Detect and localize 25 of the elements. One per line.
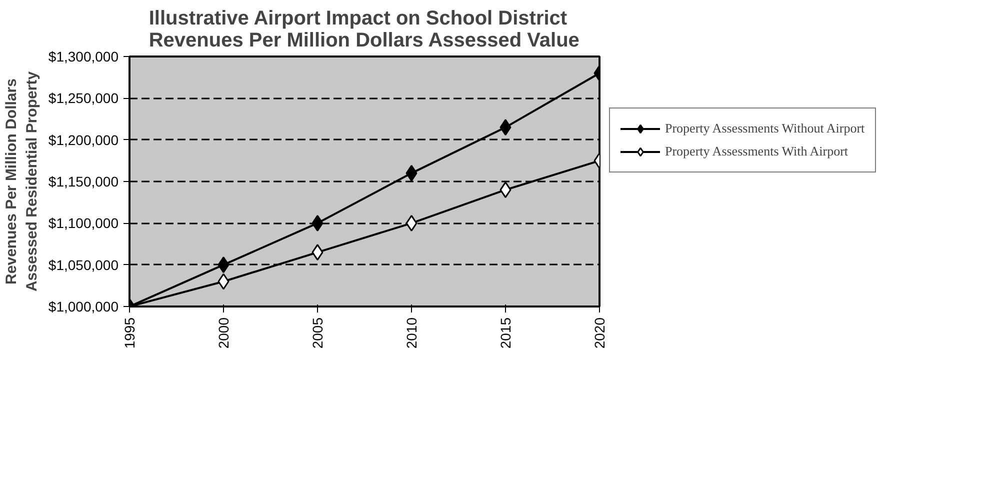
point [406, 214, 418, 232]
x-tick-label: 2015 [498, 317, 514, 349]
point [312, 244, 324, 261]
y-tick-label: $1,050,000 [48, 256, 119, 273]
point [218, 273, 230, 290]
y-tick-label: $1,100,000 [48, 215, 119, 232]
point [500, 119, 512, 136]
x-tick-label: 1995 [122, 317, 138, 349]
point [312, 214, 324, 232]
y-tick-label: $1,300,000 [48, 48, 119, 64]
point [406, 164, 418, 182]
legend-label: Property Assessments With Airport [665, 144, 848, 160]
y-tick-label: $1,150,000 [48, 174, 119, 190]
y-tick-label: $1,250,000 [48, 90, 119, 106]
y-tick-label: $1,200,000 [48, 132, 119, 148]
x-tick-label: 2005 [310, 317, 326, 349]
y-tick-label: $1,000,000 [48, 298, 119, 314]
x-tick-label: 2010 [404, 317, 420, 349]
point [218, 256, 230, 274]
x-tick-label: 2000 [216, 317, 232, 349]
y-axis-title: Revenues Per Million Dollars Assessed Residential Property [3, 70, 40, 292]
legend-label: Property Assessments Without Airport [665, 120, 865, 136]
point [500, 182, 512, 198]
chart-title: Illustrative Airport Impact on School District Revenues Per Million Dollars Assessed Value [148, 8, 580, 52]
x-tick-label: 2020 [592, 317, 608, 349]
